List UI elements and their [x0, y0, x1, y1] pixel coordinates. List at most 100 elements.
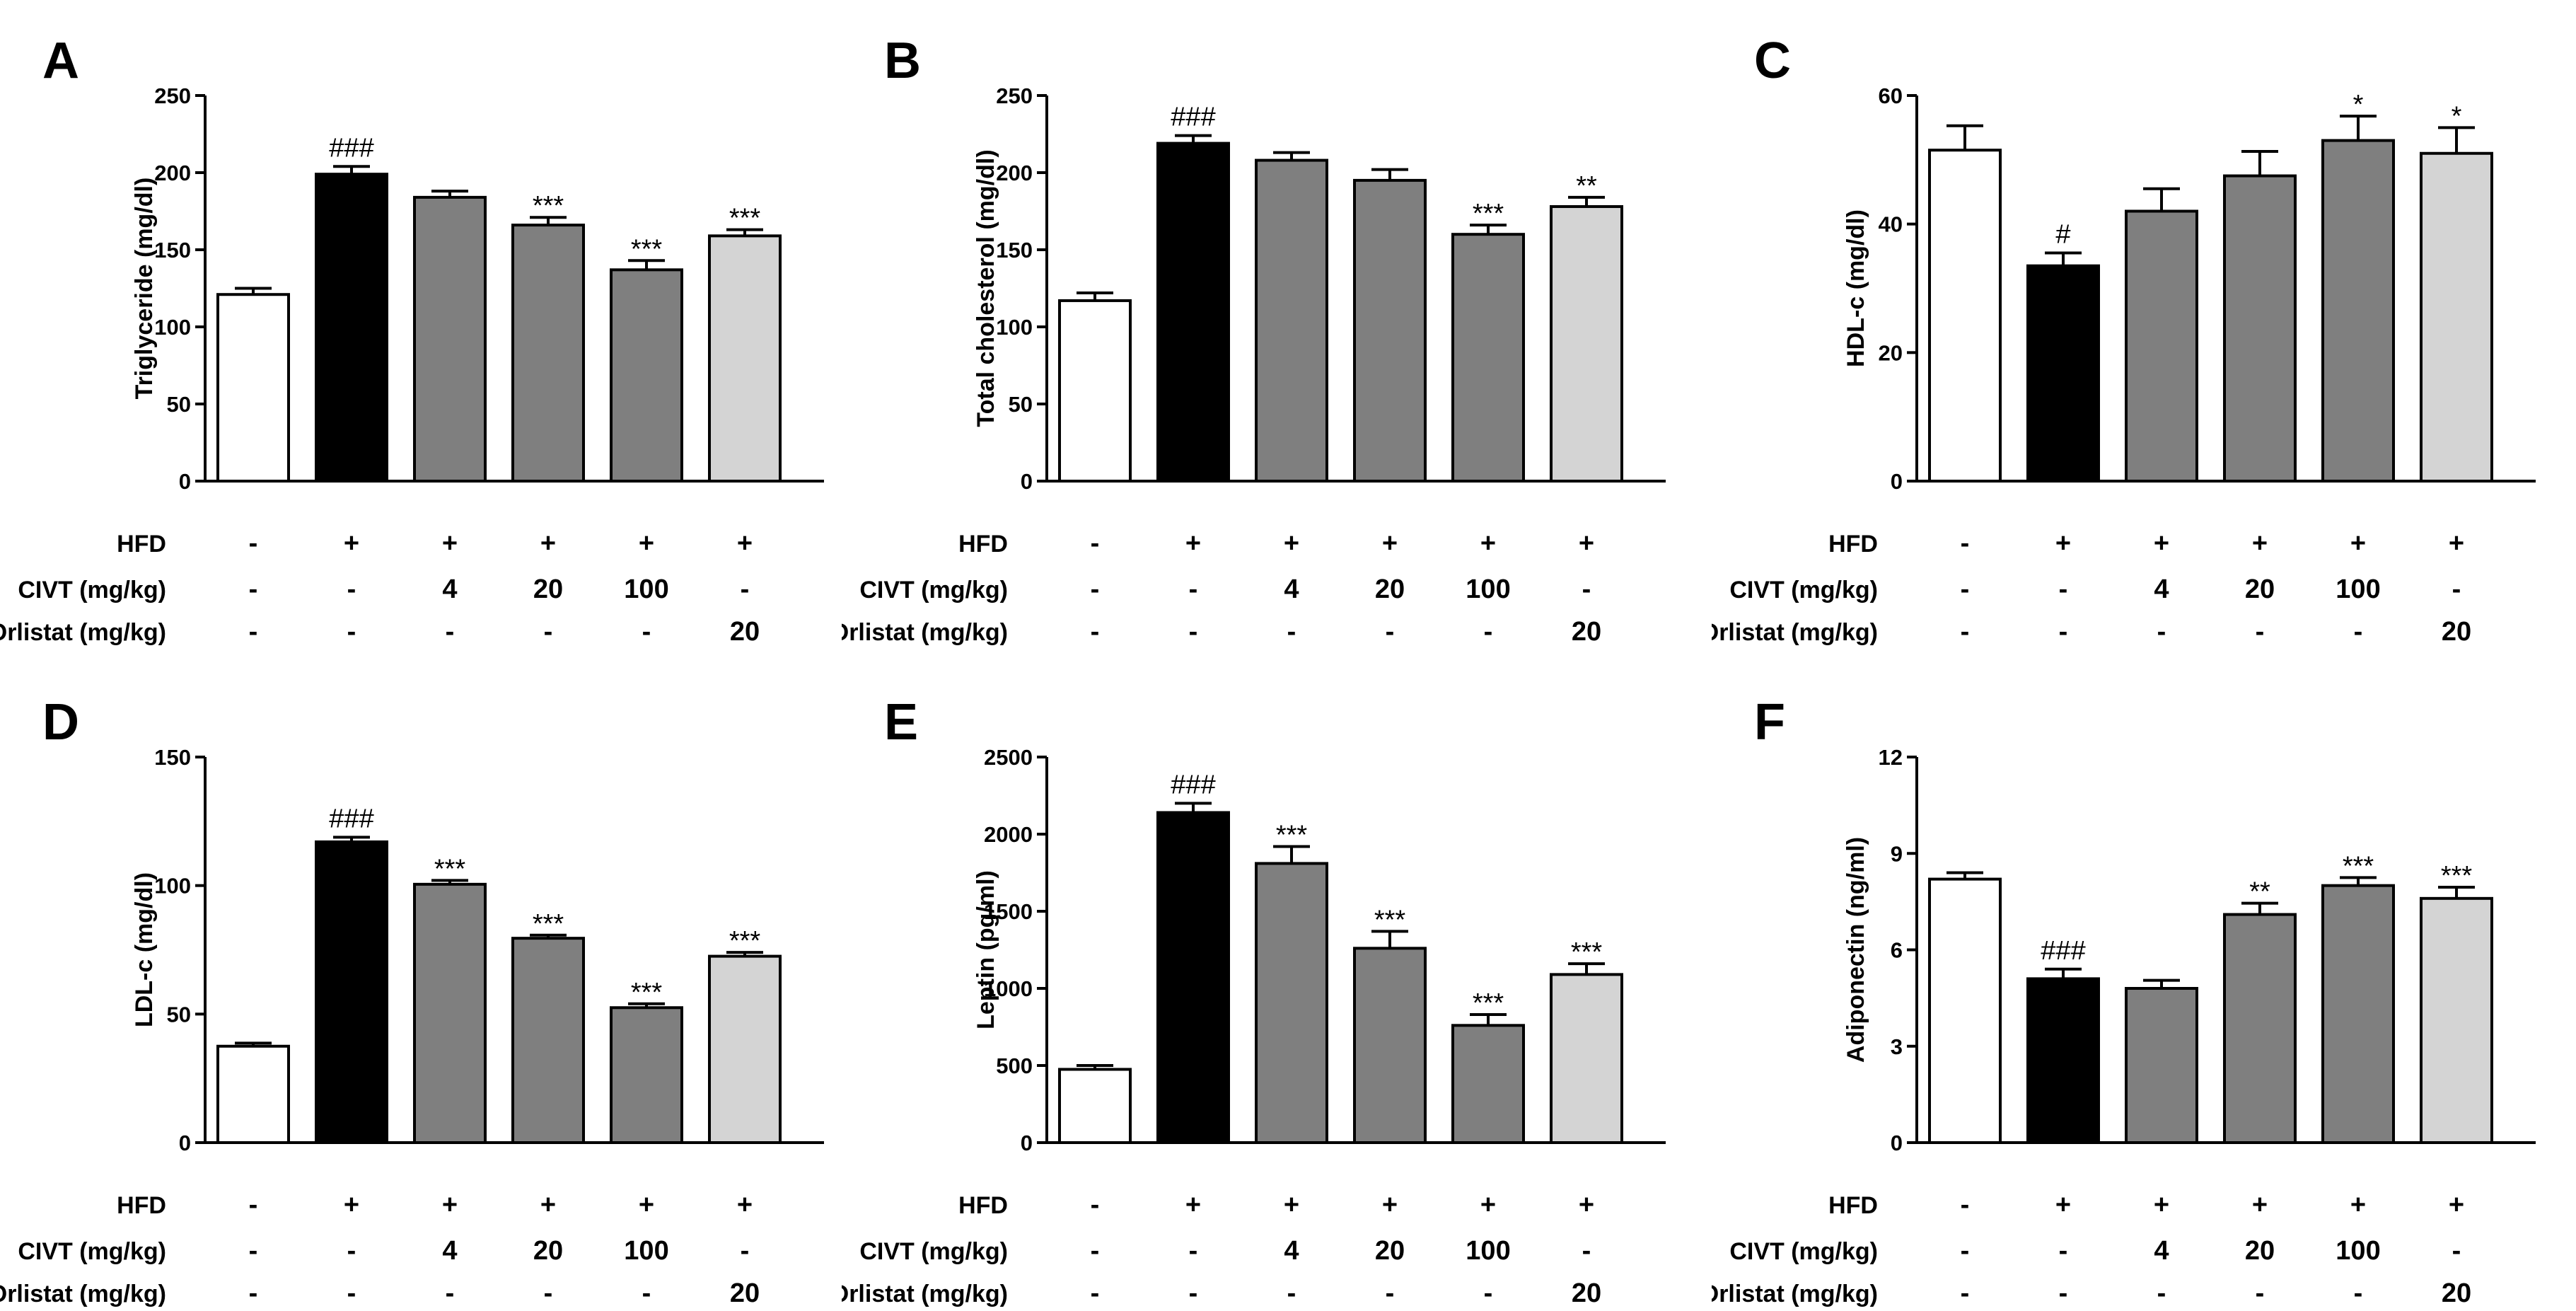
bar-1 — [1928, 149, 2002, 483]
significance-label: ** — [2249, 877, 2270, 907]
condition-cell: + — [540, 1190, 556, 1220]
condition-cell: - — [2059, 1236, 2068, 1266]
condition-cell: + — [2055, 529, 2071, 558]
condition-row-label: HFD — [1828, 1192, 1878, 1219]
condition-cell: 100 — [2336, 574, 2380, 604]
condition-cell: - — [249, 529, 258, 558]
y-axis-label: HDL-c (mg/dl) — [1843, 209, 1869, 367]
y-tick-label: 0 — [1891, 469, 1903, 494]
condition-cell: 20 — [1375, 1236, 1405, 1266]
y-tick-label: 50 — [167, 392, 191, 417]
condition-cell: - — [1091, 574, 1100, 604]
condition-cell: - — [1961, 1190, 1970, 1220]
condition-row-label: Orlistat (mg/kg) — [0, 619, 166, 646]
panel-b-chart: B Total cholesterol (mg/dl) 0 50 100 150 200 25… — [842, 33, 1666, 647]
bar-2 — [2026, 977, 2100, 1144]
bar-6 — [1550, 973, 1623, 1144]
condition-cell: + — [1382, 529, 1398, 558]
condition-cell: - — [2354, 617, 2363, 647]
condition-cell: - — [446, 617, 455, 647]
condition-cell: 20 — [533, 1236, 563, 1266]
bar-1 — [1058, 299, 1132, 483]
condition-row-label: HFD — [117, 531, 166, 558]
condition-cell: + — [639, 529, 654, 558]
bar-3 — [413, 882, 487, 1144]
condition-cell: 20 — [2245, 1236, 2275, 1266]
significance-label: * — [2452, 101, 2462, 131]
condition-cell: - — [1961, 529, 1970, 558]
bar-6 — [2420, 896, 2493, 1144]
condition-row-label: CIVT (mg/kg) — [18, 1238, 166, 1265]
bar-1 — [1058, 1068, 1132, 1145]
condition-cell: + — [1284, 529, 1299, 558]
condition-cell: - — [1961, 1236, 1970, 1266]
bar-3 — [1255, 158, 1328, 483]
significance-label: ** — [1576, 171, 1597, 201]
significance-label: # — [2055, 220, 2070, 250]
condition-cell: - — [1582, 1236, 1591, 1266]
condition-row-label: Orlistat (mg/kg) — [0, 1281, 166, 1307]
condition-cell: + — [2449, 529, 2464, 558]
condition-cell: - — [2452, 574, 2461, 604]
bar-5 — [1451, 1024, 1525, 1144]
condition-cell: - — [544, 617, 553, 647]
condition-cell: + — [2252, 529, 2268, 558]
y-tick-label: 2000 — [984, 822, 1033, 847]
panel-label: D — [42, 694, 79, 751]
bar-4 — [1353, 178, 1427, 483]
panel-c-chart: C HDL-c (mg/dl) 0 20 40 60 # * * HFD - + + + + + CIVT (m… — [1712, 33, 2536, 647]
condition-cell: - — [1189, 617, 1198, 647]
condition-cell: + — [737, 529, 753, 558]
bar-4 — [2223, 174, 2297, 483]
condition-cell: - — [1091, 1190, 1100, 1220]
condition-cell: - — [1484, 617, 1493, 647]
condition-cell: - — [1091, 617, 1100, 647]
y-axis-label: Total cholesterol (mg/dl) — [973, 149, 999, 427]
condition-cell: 20 — [1572, 1278, 1601, 1308]
condition-row-label: HFD — [958, 531, 1008, 558]
condition-cell: - — [2452, 1236, 2461, 1266]
condition-cell: - — [1091, 529, 1100, 558]
condition-cell: - — [2256, 617, 2265, 647]
condition-cell: - — [347, 617, 356, 647]
significance-label: *** — [631, 978, 663, 1007]
condition-cell: - — [347, 1278, 356, 1308]
condition-cell: 4 — [1284, 1236, 1299, 1266]
bar-2 — [315, 173, 388, 483]
panel-d-chart: D LDL-c (mg/dl) 0 50 100 150 ### *** *** *** *** HF… — [0, 694, 824, 1308]
y-tick-label: 50 — [1009, 392, 1033, 417]
condition-cell: - — [249, 1236, 258, 1266]
condition-cell: + — [1480, 1190, 1496, 1220]
y-tick-label: 150 — [996, 238, 1033, 262]
condition-cell: 4 — [2154, 574, 2169, 604]
y-tick-label: 200 — [996, 161, 1033, 185]
significance-label: ### — [1171, 770, 1215, 799]
bar-5 — [610, 1006, 683, 1144]
y-tick-label: 200 — [154, 161, 191, 185]
condition-cell: - — [347, 574, 356, 604]
y-axis-label: Leptin (pg/ml) — [973, 870, 999, 1029]
significance-label: *** — [1571, 937, 1603, 967]
condition-cell: - — [1091, 1278, 1100, 1308]
bar-3 — [413, 195, 487, 483]
condition-cell: - — [2354, 1278, 2363, 1308]
y-tick-label: 150 — [154, 745, 191, 770]
condition-cell: - — [1189, 1278, 1198, 1308]
condition-cell: 20 — [2442, 617, 2471, 647]
y-tick-label: 150 — [154, 238, 191, 262]
bar-2 — [1156, 142, 1230, 483]
y-tick-label: 0 — [179, 469, 191, 494]
condition-row-label: HFD — [117, 1192, 166, 1219]
significance-label: ### — [2041, 936, 2085, 966]
condition-cell: 4 — [442, 1236, 457, 1266]
panel-label: F — [1754, 694, 1785, 751]
condition-row-label: Orlistat (mg/kg) — [842, 1281, 1008, 1307]
condition-cell: + — [1284, 1190, 1299, 1220]
condition-cell: 4 — [442, 574, 457, 604]
bar-4 — [511, 937, 585, 1144]
y-tick-label: 0 — [1891, 1131, 1903, 1155]
condition-row-label: CIVT (mg/kg) — [18, 577, 166, 603]
condition-cell: - — [347, 1236, 356, 1266]
y-tick-label: 50 — [167, 1002, 191, 1027]
